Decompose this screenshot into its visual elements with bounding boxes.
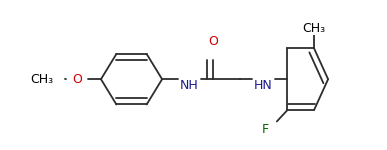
Text: CH₃: CH₃	[303, 22, 325, 35]
Text: F: F	[262, 123, 269, 136]
Text: HN: HN	[254, 79, 273, 92]
Text: O: O	[72, 73, 82, 86]
Text: NH: NH	[180, 79, 199, 92]
Text: O: O	[208, 35, 218, 48]
Text: CH₃: CH₃	[30, 73, 53, 86]
